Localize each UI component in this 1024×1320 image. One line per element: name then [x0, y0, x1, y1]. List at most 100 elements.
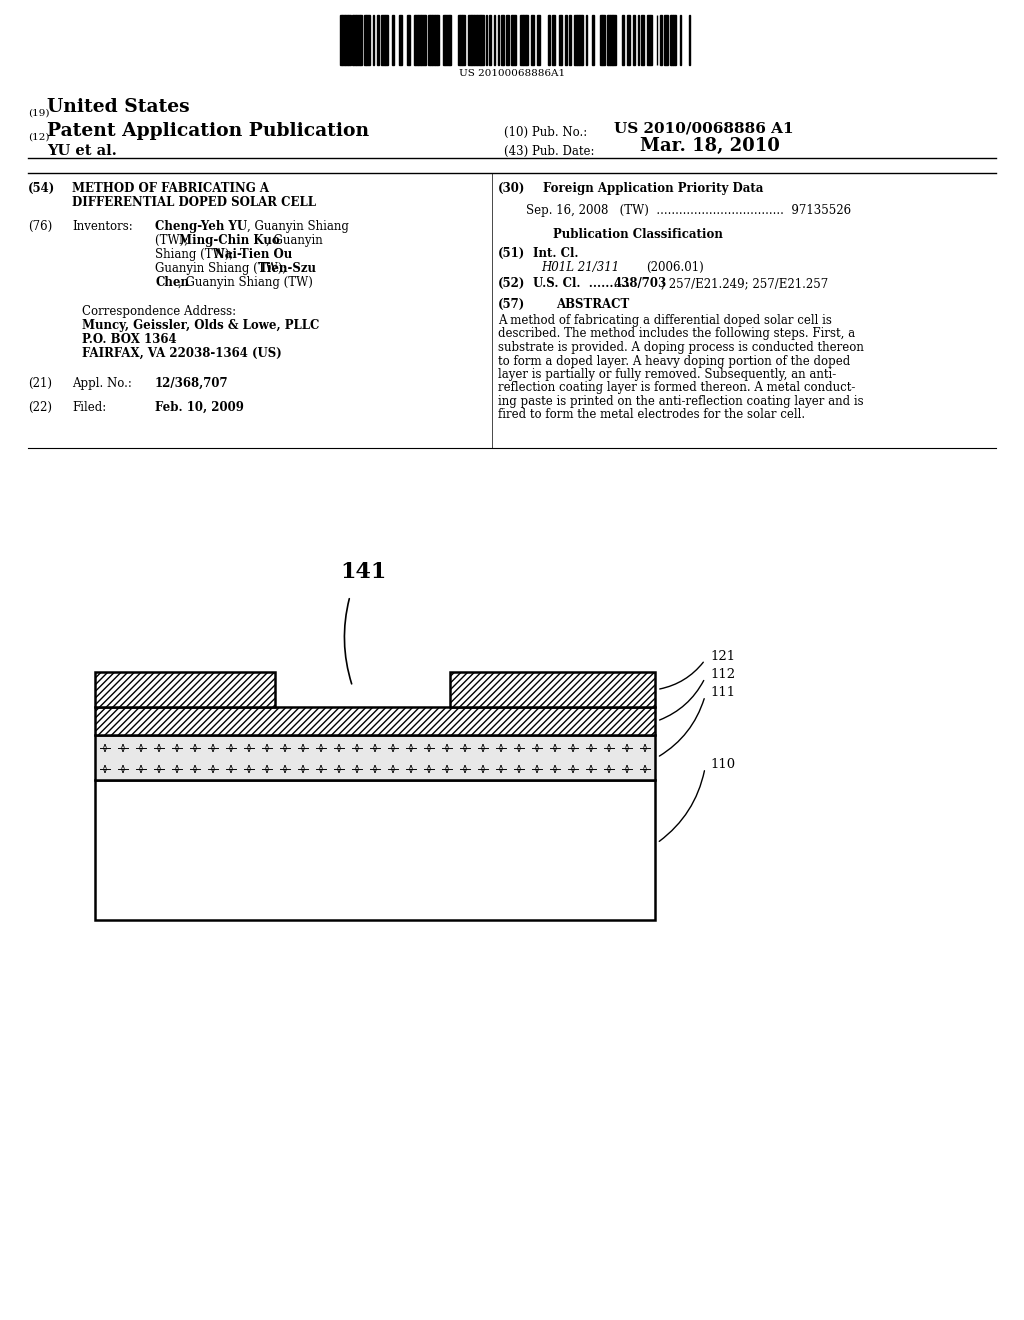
Bar: [430, 15, 432, 65]
Bar: [432, 15, 435, 65]
Text: ABSTRACT: ABSTRACT: [556, 298, 630, 312]
Bar: [442, 15, 445, 65]
Bar: [680, 15, 681, 65]
Bar: [569, 15, 571, 65]
Bar: [414, 15, 415, 65]
Bar: [356, 15, 359, 65]
Bar: [95, 672, 275, 708]
Bar: [418, 15, 421, 65]
Bar: [675, 15, 676, 65]
Text: 111: 111: [710, 686, 735, 700]
Text: (19): (19): [28, 110, 49, 117]
Bar: [449, 15, 450, 65]
Bar: [610, 15, 612, 65]
Text: Patent Application Publication: Patent Application Publication: [47, 121, 369, 140]
Bar: [481, 15, 483, 65]
Bar: [425, 15, 426, 65]
Bar: [367, 15, 370, 65]
Bar: [670, 15, 672, 65]
Bar: [472, 15, 474, 65]
Bar: [459, 15, 460, 65]
Bar: [673, 15, 675, 65]
Bar: [460, 15, 462, 65]
Bar: [602, 15, 605, 65]
Bar: [407, 15, 410, 65]
Bar: [340, 15, 342, 65]
Bar: [525, 15, 527, 65]
Bar: [552, 15, 555, 65]
Text: Shiang (TW);: Shiang (TW);: [155, 248, 238, 261]
Text: (51): (51): [498, 247, 525, 260]
Text: fired to form the metal electrodes for the solar cell.: fired to form the metal electrodes for t…: [498, 408, 805, 421]
Bar: [485, 15, 486, 65]
Bar: [421, 15, 425, 65]
Text: (22): (22): [28, 401, 52, 414]
Text: Cheng-Yeh YU: Cheng-Yeh YU: [155, 220, 247, 234]
Text: Feb. 10, 2009: Feb. 10, 2009: [155, 401, 244, 414]
Text: Publication Classification: Publication Classification: [553, 228, 723, 242]
Text: (57): (57): [498, 298, 525, 312]
Text: ; 257/E21.249; 257/E21.257: ; 257/E21.249; 257/E21.257: [662, 277, 828, 290]
Bar: [512, 15, 515, 65]
Bar: [628, 15, 631, 65]
Bar: [468, 15, 471, 65]
Bar: [399, 15, 402, 65]
Text: 141: 141: [340, 561, 386, 583]
Text: (43) Pub. Date:: (43) Pub. Date:: [504, 145, 595, 158]
Bar: [559, 15, 561, 65]
Bar: [561, 15, 562, 65]
Bar: [450, 672, 655, 708]
Text: P.O. BOX 1364: P.O. BOX 1364: [82, 333, 176, 346]
Text: (21): (21): [28, 378, 52, 389]
Text: ing paste is printed on the anti-reflection coating layer and is: ing paste is printed on the anti-reflect…: [498, 395, 863, 408]
Bar: [342, 15, 345, 65]
Bar: [437, 15, 438, 65]
Text: H01L 21/311: H01L 21/311: [541, 261, 620, 275]
Text: , Guanyin Shiang: , Guanyin Shiang: [247, 220, 349, 234]
Text: Correspondence Address:: Correspondence Address:: [82, 305, 237, 318]
Bar: [689, 15, 690, 65]
Bar: [633, 15, 635, 65]
Text: Nai-Tien Ou: Nai-Tien Ou: [214, 248, 292, 261]
Bar: [650, 15, 652, 65]
Text: 12/368,707: 12/368,707: [155, 378, 228, 389]
Bar: [622, 15, 625, 65]
Bar: [503, 15, 504, 65]
Bar: [450, 15, 452, 65]
Bar: [599, 15, 602, 65]
Bar: [592, 15, 594, 65]
Text: Inventors:: Inventors:: [72, 220, 133, 234]
Text: (2006.01): (2006.01): [646, 261, 703, 275]
Text: US 2010/0068886 A1: US 2010/0068886 A1: [614, 121, 794, 135]
Text: US 20100068886A1: US 20100068886A1: [459, 69, 565, 78]
Text: , Guanyin: , Guanyin: [266, 234, 323, 247]
Text: described. The method includes the following steps. First, a: described. The method includes the follo…: [498, 327, 855, 341]
Bar: [435, 15, 437, 65]
Text: United States: United States: [47, 98, 189, 116]
Bar: [488, 15, 492, 65]
Bar: [415, 15, 418, 65]
Bar: [613, 15, 616, 65]
Bar: [392, 15, 394, 65]
Text: (10) Pub. No.:: (10) Pub. No.:: [504, 125, 587, 139]
Text: Guanyin Shiang (TW);: Guanyin Shiang (TW);: [155, 261, 290, 275]
Text: FAIRFAX, VA 22038-1364 (US): FAIRFAX, VA 22038-1364 (US): [82, 347, 282, 360]
Text: (52): (52): [498, 277, 525, 290]
Text: reflection coating layer is formed thereon. A metal conduct-: reflection coating layer is formed there…: [498, 381, 855, 395]
Bar: [352, 15, 353, 65]
Bar: [574, 15, 578, 65]
Text: Mar. 18, 2010: Mar. 18, 2010: [640, 137, 780, 154]
Bar: [428, 15, 430, 65]
Text: Chen: Chen: [155, 276, 189, 289]
Bar: [537, 15, 541, 65]
Bar: [606, 15, 608, 65]
Text: layer is partially or fully removed. Subsequently, an anti-: layer is partially or fully removed. Sub…: [498, 368, 837, 381]
Bar: [522, 15, 525, 65]
Bar: [548, 15, 549, 65]
Text: 110: 110: [710, 758, 735, 771]
Bar: [565, 15, 567, 65]
Bar: [647, 15, 650, 65]
Text: Appl. No.:: Appl. No.:: [72, 378, 132, 389]
Bar: [359, 15, 362, 65]
Text: Int. Cl.: Int. Cl.: [534, 247, 579, 260]
